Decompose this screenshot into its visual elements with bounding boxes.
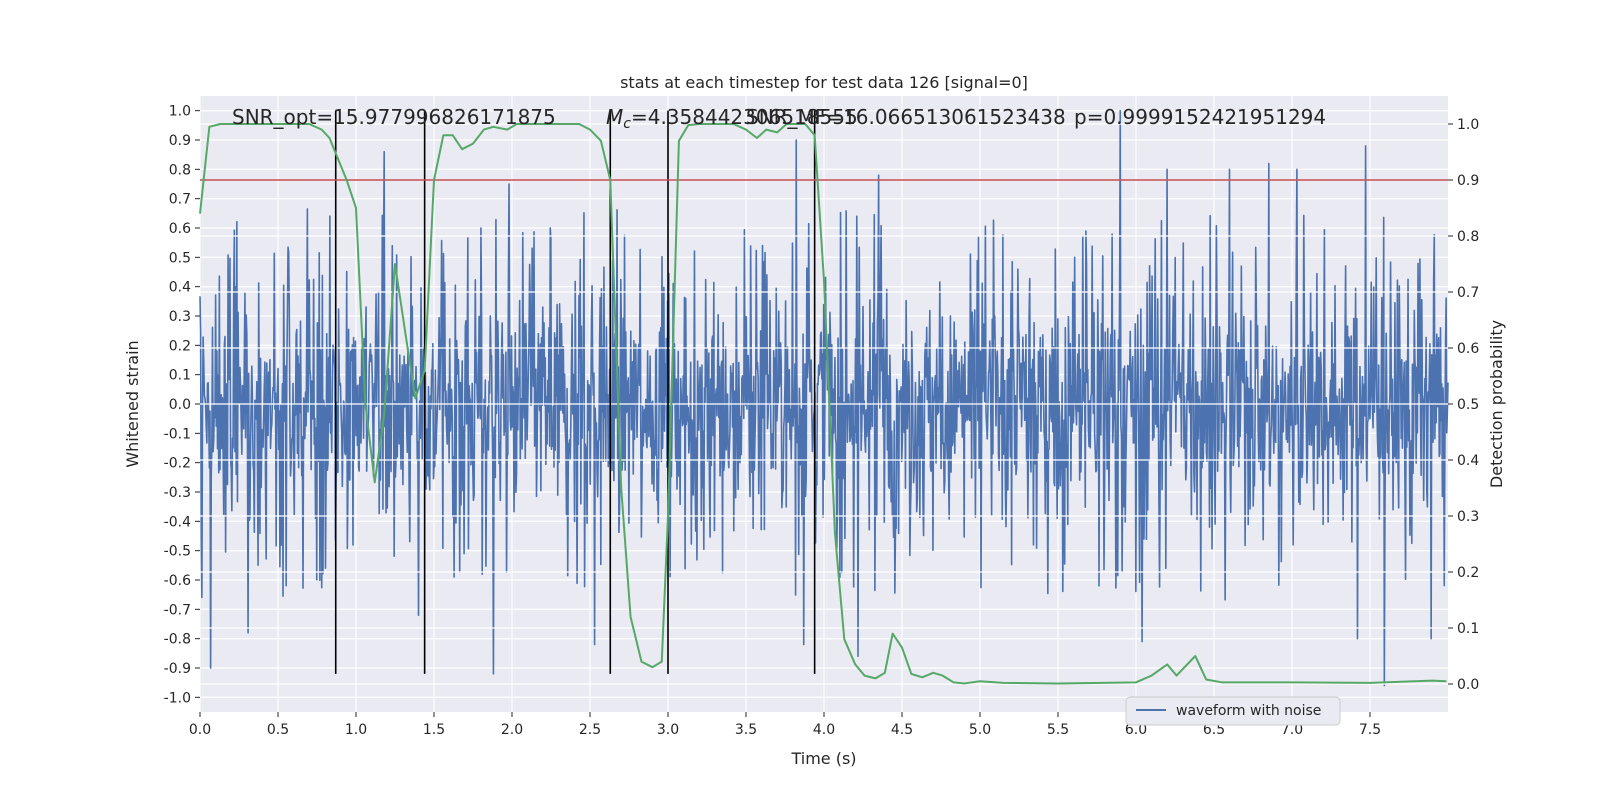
chart-title: stats at each timestep for test data 126…	[620, 73, 1028, 92]
y-tick-label: 0.3	[169, 309, 191, 325]
y-tick-label: -0.7	[164, 602, 191, 618]
vertical-markers	[334, 110, 816, 674]
y-tick-label: -0.8	[164, 632, 191, 648]
y-tick-label: 0.2	[169, 338, 191, 354]
x-tick-label: 6.0	[1125, 722, 1147, 738]
annotation-snr-opt: SNR_opt=15.977996826171875	[232, 105, 556, 129]
y-right-tick-label: 0.5	[1457, 397, 1479, 413]
probability-series	[199, 123, 1447, 685]
x-tick-label: 4.5	[891, 722, 913, 738]
legend-box	[1125, 696, 1341, 726]
x-tick-label: 0.0	[189, 722, 211, 738]
x-tick-label: 2.5	[579, 722, 601, 738]
annotation-mc-symbol: M	[606, 105, 623, 129]
x-tick-label: 3.0	[657, 722, 679, 738]
y-tick-label: -1.0	[164, 690, 191, 706]
x-tick-label: 4.0	[813, 722, 835, 738]
annotation-mc-value: =4.358442306518555	[631, 105, 858, 129]
y-axis-right-ticks: 0.0 0.1 0.2 0.3 0.4 0.5 0.6 0.7 0.8 0.9 1.0	[1448, 117, 1479, 693]
detection-probability-line	[199, 123, 1447, 685]
x-tick-label: 3.5	[735, 722, 757, 738]
annotation-snr-mf: SNR_MF=16.066513061523438	[746, 105, 1066, 129]
y-tick-label: 0.0	[169, 397, 191, 413]
y-right-tick-label: 0.8	[1457, 229, 1479, 245]
y-right-tick-label: 0.1	[1457, 621, 1479, 637]
y-tick-label: 0.4	[169, 280, 191, 296]
x-tick-label: 0.5	[267, 722, 289, 738]
annotation-chirp-mass: Mc=4.358442306518555	[606, 105, 858, 132]
y-tick-label: 0.7	[169, 192, 191, 208]
x-tick-label: 1.0	[345, 722, 367, 738]
x-tick-label: 1.5	[423, 722, 445, 738]
x-tick-label: 5.5	[1047, 722, 1069, 738]
x-tick-label: 6.5	[1203, 722, 1225, 738]
legend-entry-waveform: waveform with noise	[1176, 703, 1321, 719]
y-tick-label: -0.3	[164, 485, 191, 501]
x-tick-label: 2.0	[501, 722, 523, 738]
y-tick-label: 0.1	[169, 368, 191, 384]
y-right-tick-label: 0.0	[1457, 677, 1479, 693]
y-tick-label: 0.6	[169, 221, 191, 237]
y-right-tick-label: 1.0	[1457, 117, 1479, 133]
x-axis-ticks: 0.0 0.5 1.0 1.5 2.0 2.5 3.0 3.5 4.0 4.5 5.0 5.5 6.0 6…	[189, 712, 1381, 738]
y-axis-label: Whitened strain	[123, 340, 142, 467]
annotation-probability: p=0.9999152421951294	[1074, 105, 1326, 129]
y-tick-label: -0.6	[164, 573, 191, 589]
y-tick-label: -0.5	[164, 544, 191, 560]
y-tick-label: -0.9	[164, 661, 191, 677]
x-tick-label: 5.0	[969, 722, 991, 738]
annotation-mc-subscript: c	[623, 116, 631, 132]
y-tick-label: 0.5	[169, 250, 191, 266]
y-right-tick-label: 0.4	[1457, 453, 1479, 469]
y-axis-left-ticks: -1.0 -0.9 -0.8 -0.7 -0.6 -0.5 -0.4 -0.3 -0.2 -0.1…	[164, 104, 200, 706]
y-tick-label: -0.4	[164, 514, 191, 530]
x-axis-label: Time (s)	[790, 749, 856, 768]
y-axis-right-label: Detection probability	[1487, 320, 1506, 488]
x-tick-label: 7.0	[1281, 722, 1303, 738]
y-right-tick-label: 0.3	[1457, 509, 1479, 525]
x-tick-label: 7.5	[1359, 722, 1381, 738]
y-right-tick-label: 0.7	[1457, 285, 1479, 301]
y-tick-label: 0.8	[169, 162, 191, 178]
y-right-tick-label: 0.6	[1457, 341, 1479, 357]
y-tick-label: 1.0	[169, 104, 191, 120]
y-right-tick-label: 0.2	[1457, 565, 1479, 581]
y-tick-label: 0.9	[169, 133, 191, 149]
legend: waveform with noise	[1125, 696, 1341, 726]
y-tick-label: -0.1	[164, 426, 191, 442]
y-right-tick-label: 0.9	[1457, 173, 1479, 189]
y-tick-label: -0.2	[164, 456, 191, 472]
